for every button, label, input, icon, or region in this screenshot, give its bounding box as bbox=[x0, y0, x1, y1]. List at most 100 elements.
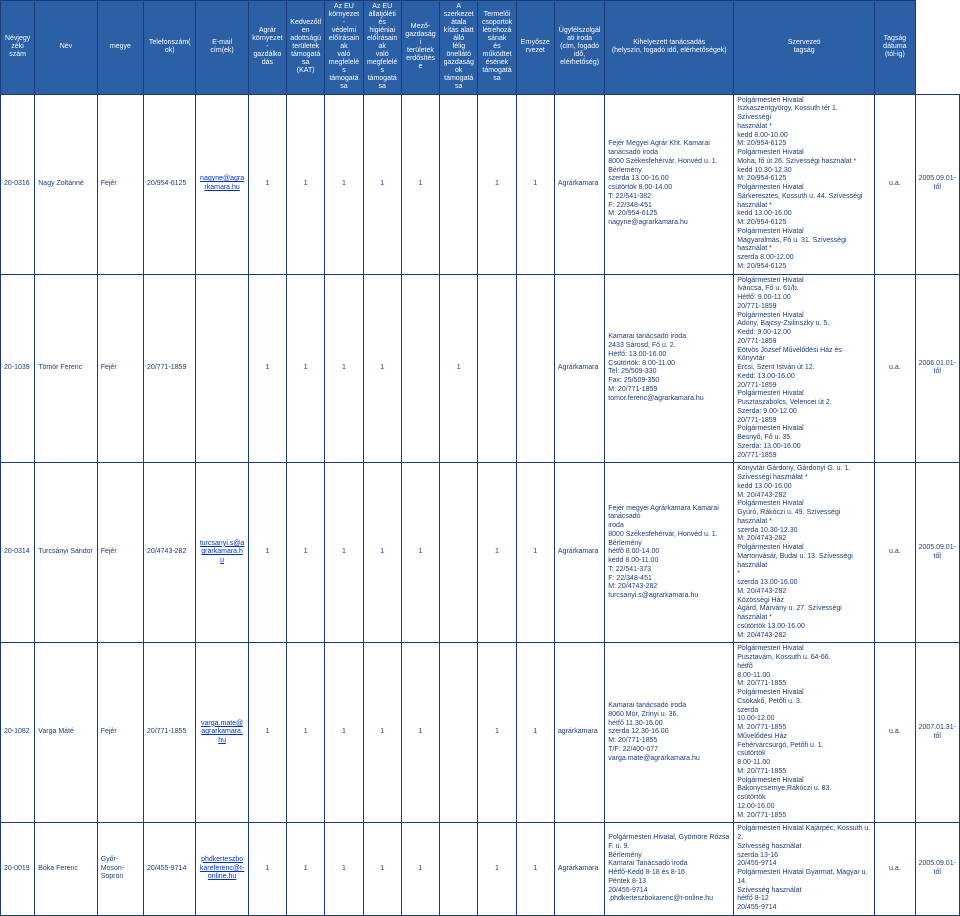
col-header-9: Mező- gazdasági területek erdősítése bbox=[401, 1, 439, 95]
cell-flag-3: 1 bbox=[363, 643, 401, 823]
col-header-15: Szervezeti tagság bbox=[734, 1, 875, 95]
cell-flag-2: 1 bbox=[325, 643, 363, 823]
cell-date: 2007.01.31-től bbox=[915, 643, 960, 823]
cell-flag-7: 1 bbox=[516, 463, 554, 643]
col-header-10: A szerkezetátala kítás alatt álló félig … bbox=[440, 1, 478, 95]
cell-email: phdkerteszbo kareferenc@t- online.hu bbox=[196, 823, 248, 916]
cell-office: Fejér Megyei Agrár Kht. Kamarai tanácsad… bbox=[605, 94, 734, 274]
table-row: 20-0314Turcsányi SándorFejér20/4743-282t… bbox=[1, 463, 960, 643]
cell-email: nagyne@agra rkamara.hu bbox=[196, 94, 248, 274]
cell-id: 20-0314 bbox=[1, 463, 35, 643]
cell-phone: 20/4743-282 bbox=[144, 463, 196, 643]
cell-name: Nagy Zoltánné bbox=[35, 94, 97, 274]
cell-flag-1: 1 bbox=[287, 94, 325, 274]
cell-county: Fejér bbox=[97, 274, 143, 463]
cell-outreach: Polgármesteri Hivatal Kajárpéc, Kossuth … bbox=[734, 823, 875, 916]
col-header-0: Névjegy zéki szám bbox=[1, 1, 35, 95]
cell-flag-7: 1 bbox=[516, 823, 554, 916]
cell-name: Bóka Ferenc bbox=[35, 823, 97, 916]
cell-office: Kamarai tanácsadó iroda 2433 Sárosd, Fő … bbox=[605, 274, 734, 463]
cell-office: Fejér megyei Agrárkamara Kamarai tanácsa… bbox=[605, 463, 734, 643]
cell-org: Agrárkamara bbox=[554, 463, 604, 643]
cell-id: 20-0316 bbox=[1, 94, 35, 274]
cell-date: 2005.09.01-től bbox=[915, 94, 960, 274]
cell-county: Fejér bbox=[97, 463, 143, 643]
cell-name: Varga Máté bbox=[35, 643, 97, 823]
cell-flag-3: 1 bbox=[363, 274, 401, 463]
cell-date: 2005.09.01-től bbox=[915, 823, 960, 916]
cell-flag-7: 1 bbox=[516, 643, 554, 823]
table-body: 20-0316Nagy ZoltánnéFejér20/954-6125nagy… bbox=[1, 94, 960, 915]
cell-org: Agrárkamara bbox=[554, 823, 604, 916]
cell-email: varga.mate@ agrarkamara. hu bbox=[196, 643, 248, 823]
cell-flag-6: 1 bbox=[478, 463, 516, 643]
col-header-5: Agrár környezet- gazdálkodás bbox=[248, 1, 286, 95]
col-header-14: Kihelyezett tanácsadás (helyszín, fogadó… bbox=[605, 1, 734, 95]
email-link[interactable]: phdkerteszbo kareferenc@t- online.hu bbox=[200, 856, 244, 881]
cell-flag-0: 1 bbox=[248, 274, 286, 463]
cell-membership: u.a. bbox=[875, 94, 915, 274]
col-header-13: Ügyfélszolgálati iroda (cím, fogadó idő,… bbox=[554, 1, 604, 95]
cell-flag-5 bbox=[440, 94, 478, 274]
cell-outreach: Polgármesteri Hivatal Iváncsa, Fő u. 61/… bbox=[734, 274, 875, 463]
cell-date: 2005.09.01-től bbox=[915, 463, 960, 643]
cell-flag-5 bbox=[440, 823, 478, 916]
email-link[interactable]: varga.mate@ agrarkamara. hu bbox=[201, 720, 243, 745]
cell-flag-6: 1 bbox=[478, 94, 516, 274]
data-table: Névjegy zéki számNévmegyeTelefonszám(ok)… bbox=[0, 0, 960, 916]
cell-county: Fejér bbox=[97, 94, 143, 274]
cell-flag-5 bbox=[440, 643, 478, 823]
cell-flag-6: 1 bbox=[478, 643, 516, 823]
cell-org: Agrárkamara bbox=[554, 274, 604, 463]
cell-flag-1: 1 bbox=[287, 643, 325, 823]
col-header-11: Termelői csoportok létrehozásának és műk… bbox=[478, 1, 516, 95]
cell-date: 2006.01.01-től bbox=[915, 274, 960, 463]
col-header-2: megye bbox=[97, 1, 143, 95]
cell-flag-7 bbox=[516, 274, 554, 463]
col-header-3: Telefonszám(ok) bbox=[144, 1, 196, 95]
cell-phone: 20/771-1855 bbox=[144, 643, 196, 823]
cell-phone: 20/771-1859 bbox=[144, 274, 196, 463]
cell-outreach: Könyvtár Gárdony, Gárdonyi G. u. 1. Szív… bbox=[734, 463, 875, 643]
cell-membership: u.a. bbox=[875, 643, 915, 823]
cell-membership: u.a. bbox=[875, 823, 915, 916]
cell-flag-4: 1 bbox=[401, 463, 439, 643]
cell-email bbox=[196, 274, 248, 463]
cell-flag-4: 1 bbox=[401, 823, 439, 916]
cell-flag-3: 1 bbox=[363, 94, 401, 274]
cell-flag-2: 1 bbox=[325, 463, 363, 643]
cell-flag-0: 1 bbox=[248, 94, 286, 274]
col-header-6: Kedvezőtlen adottságú területek támogatá… bbox=[287, 1, 325, 95]
col-header-12: Ernyőszervezet bbox=[516, 1, 554, 95]
cell-office: Polgármesteri Hivatal, Gyömöre Rózsa F. … bbox=[605, 823, 734, 916]
cell-flag-4 bbox=[401, 274, 439, 463]
cell-org: agrárkamara bbox=[554, 643, 604, 823]
cell-phone: 20/954-6125 bbox=[144, 94, 196, 274]
cell-id: 20-0019 bbox=[1, 823, 35, 916]
cell-email: turcsanyi.s@a grarkamara.h u bbox=[196, 463, 248, 643]
cell-office: Kamarai tanácsadó iroda 8060 Mór, Zrínyi… bbox=[605, 643, 734, 823]
col-header-8: Az EU állatjóléti és higiéniai előírásai… bbox=[363, 1, 401, 95]
table-row: 20-1082Varga MátéFejér20/771-1855varga.m… bbox=[1, 643, 960, 823]
cell-org: Agrárkamara bbox=[554, 94, 604, 274]
col-header-4: E-mail cím(ek) bbox=[196, 1, 248, 95]
cell-id: 20-1039 bbox=[1, 274, 35, 463]
email-link[interactable]: nagyne@agra rkamara.hu bbox=[200, 175, 244, 191]
cell-flag-1: 1 bbox=[287, 823, 325, 916]
cell-flag-6 bbox=[478, 274, 516, 463]
cell-flag-2: 1 bbox=[325, 94, 363, 274]
cell-flag-6: 1 bbox=[478, 823, 516, 916]
cell-flag-3: 1 bbox=[363, 463, 401, 643]
cell-id: 20-1082 bbox=[1, 643, 35, 823]
cell-flag-2: 1 bbox=[325, 823, 363, 916]
cell-outreach: Polgármesteri Hivatal Iszkaszentgyörgy, … bbox=[734, 94, 875, 274]
col-header-1: Név bbox=[35, 1, 97, 95]
cell-flag-4: 1 bbox=[401, 643, 439, 823]
email-link[interactable]: turcsanyi.s@a grarkamara.h u bbox=[200, 540, 244, 565]
cell-flag-4: 1 bbox=[401, 94, 439, 274]
cell-flag-5 bbox=[440, 463, 478, 643]
cell-flag-1: 1 bbox=[287, 463, 325, 643]
cell-flag-7: 1 bbox=[516, 94, 554, 274]
cell-membership: u.a. bbox=[875, 463, 915, 643]
cell-flag-0: 1 bbox=[248, 823, 286, 916]
